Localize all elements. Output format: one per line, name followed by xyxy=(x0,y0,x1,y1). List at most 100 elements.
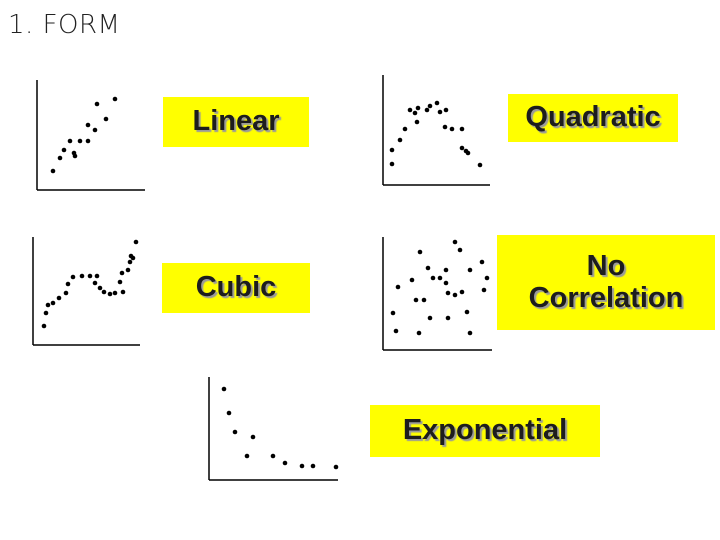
dot xyxy=(413,297,419,303)
dot xyxy=(467,330,473,336)
dot xyxy=(421,297,427,303)
label-box: Linear xyxy=(163,97,309,147)
dot xyxy=(92,280,98,286)
dot xyxy=(112,96,118,102)
dot xyxy=(459,289,465,295)
dot xyxy=(125,267,131,273)
dot xyxy=(390,310,396,316)
dot xyxy=(299,463,305,469)
dot xyxy=(481,287,487,293)
dot xyxy=(87,273,93,279)
dot xyxy=(119,270,125,276)
dot xyxy=(449,126,455,132)
dot xyxy=(425,265,431,271)
dot xyxy=(270,453,276,459)
dot xyxy=(427,315,433,321)
dot xyxy=(107,291,113,297)
dot xyxy=(226,410,232,416)
dot xyxy=(65,281,71,287)
dot xyxy=(395,284,401,290)
label: No Correlation xyxy=(528,249,684,314)
dot xyxy=(477,162,483,168)
dot xyxy=(310,463,316,469)
dot xyxy=(452,239,458,245)
dot xyxy=(443,107,449,113)
dot xyxy=(130,255,136,261)
dot xyxy=(389,147,395,153)
dot xyxy=(393,328,399,334)
dot xyxy=(67,138,73,144)
dot xyxy=(417,249,423,255)
dot xyxy=(244,453,250,459)
dot xyxy=(445,315,451,321)
dot xyxy=(430,275,436,281)
dot xyxy=(92,127,98,133)
dot xyxy=(50,300,56,306)
dot xyxy=(333,464,339,470)
dot xyxy=(120,289,126,295)
dot xyxy=(57,155,63,161)
dot xyxy=(479,259,485,265)
dot xyxy=(45,302,51,308)
dot xyxy=(133,239,139,245)
dot xyxy=(452,292,458,298)
dot xyxy=(282,460,288,466)
dot xyxy=(416,330,422,336)
dot xyxy=(389,161,395,167)
dot xyxy=(414,119,420,125)
dot xyxy=(71,150,77,156)
dot xyxy=(77,138,83,144)
dot xyxy=(103,116,109,122)
dot xyxy=(117,279,123,285)
dot xyxy=(43,310,49,316)
label-box: Quadratic xyxy=(508,94,678,142)
dot xyxy=(407,107,413,113)
dot xyxy=(459,126,465,132)
label-box: Cubic xyxy=(162,263,310,313)
dot xyxy=(457,247,463,253)
dot xyxy=(459,145,465,151)
dot xyxy=(409,277,415,283)
dot xyxy=(445,290,451,296)
label: Exponential xyxy=(402,414,568,447)
label: Linear xyxy=(192,105,280,138)
dot xyxy=(443,267,449,273)
dot xyxy=(94,273,100,279)
dot xyxy=(412,110,418,116)
dot xyxy=(442,124,448,130)
dot xyxy=(467,267,473,273)
dot xyxy=(415,105,421,111)
slide-title: 1. FORM xyxy=(8,10,121,40)
dot xyxy=(61,147,67,153)
dot xyxy=(127,259,133,265)
dot xyxy=(94,101,100,107)
dot xyxy=(70,274,76,280)
dot xyxy=(85,138,91,144)
label-box: Exponential xyxy=(370,405,600,457)
dot xyxy=(402,126,408,132)
dot xyxy=(424,107,430,113)
dot xyxy=(221,386,227,392)
dot xyxy=(56,295,62,301)
label-box: No Correlation xyxy=(497,235,715,330)
dot xyxy=(437,275,443,281)
dot xyxy=(50,168,56,174)
dot xyxy=(443,280,449,286)
dot xyxy=(41,323,47,329)
dot xyxy=(112,290,118,296)
label: Cubic xyxy=(195,271,277,304)
dot xyxy=(250,434,256,440)
dot xyxy=(463,148,469,154)
dot xyxy=(101,289,107,295)
dot xyxy=(484,275,490,281)
dot xyxy=(427,103,433,109)
dot xyxy=(437,109,443,115)
dot xyxy=(85,122,91,128)
dot xyxy=(397,137,403,143)
dot xyxy=(232,429,238,435)
dot xyxy=(97,285,103,291)
dot xyxy=(79,273,85,279)
dot xyxy=(63,290,69,296)
